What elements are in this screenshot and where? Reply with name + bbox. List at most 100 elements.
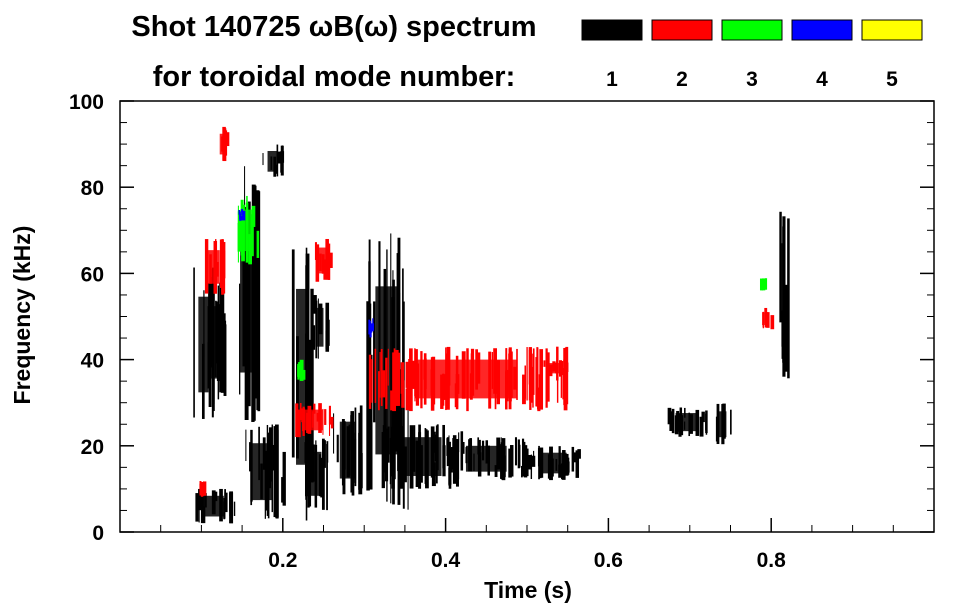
spectrum-streak <box>524 365 527 399</box>
spectrum-streak <box>281 145 284 173</box>
spectrum-region-n2 <box>368 346 569 412</box>
spectrum-streak <box>560 363 562 398</box>
y-axis-label: Frequency (kHz) <box>9 226 35 405</box>
spectrum-streak <box>386 387 388 405</box>
spectrum-streak <box>359 405 363 488</box>
spectrum-streak <box>716 403 720 445</box>
spectrum-core <box>267 150 278 172</box>
legend-label-3: 3 <box>746 68 758 91</box>
spectrum-region-n1 <box>715 403 732 445</box>
spectrum-streak <box>370 323 375 331</box>
spectrum-streak <box>787 218 790 379</box>
legend-swatch-1 <box>581 19 643 41</box>
x-axis-label: Time (s) <box>484 577 572 603</box>
spectrum-core <box>199 483 204 495</box>
spectrum-streak <box>329 252 333 268</box>
spectrum-streak <box>566 461 570 473</box>
spectrum-streak <box>526 347 528 401</box>
plot-data <box>193 126 790 524</box>
spectrum-streak <box>322 408 324 435</box>
spectrum-streak <box>314 242 317 260</box>
spectrum-streak <box>311 325 316 350</box>
legend-label-5: 5 <box>886 68 898 91</box>
spectrum-streak <box>330 416 334 429</box>
spectrum-streak <box>222 242 226 279</box>
spectrum-streak <box>251 205 256 227</box>
spectrum-streak <box>324 409 327 425</box>
spectrum-core <box>781 243 786 347</box>
spectrum-streak <box>328 412 331 436</box>
spectrum-streak <box>299 403 302 421</box>
spectrum-core <box>400 437 442 476</box>
spectrum-streak <box>556 347 559 403</box>
spectrum-streak <box>442 424 445 469</box>
spectrum-streak <box>522 441 526 477</box>
spectrum-streak <box>301 408 306 423</box>
spectrum-region-n1 <box>446 437 528 481</box>
spectrum-region-n1 <box>304 438 329 511</box>
spectrum-streak <box>193 267 195 418</box>
spectrum-core <box>549 363 562 374</box>
spectrum-streak <box>229 492 233 516</box>
spectrum-streak <box>203 290 205 358</box>
spectrum-streak <box>684 407 686 418</box>
spectrum-streak <box>571 446 575 472</box>
spectrum-region-n2 <box>762 307 775 330</box>
spectrum-region-n1 <box>262 144 285 177</box>
spectrum-streak <box>225 132 230 147</box>
spectrum-streak <box>204 481 207 496</box>
spectrum-streak <box>573 452 576 463</box>
spectrum-region-n1 <box>667 407 708 437</box>
x-tick-label: 0.2 <box>268 549 297 572</box>
spectrum-region-n1 <box>333 405 363 496</box>
spectrum-streak <box>371 359 373 403</box>
spectrum-streak <box>224 492 228 513</box>
spectrum-streak <box>373 301 376 423</box>
spectrum-streak <box>384 428 389 482</box>
spectrum-streak <box>219 239 223 288</box>
spectrum-streak <box>387 348 389 386</box>
spectrum-streak <box>239 283 241 395</box>
spectrum-streak <box>522 374 526 405</box>
spectrum-streak <box>237 222 242 252</box>
spectrum-streak <box>390 390 394 411</box>
spectrum-region-n2 <box>199 481 207 497</box>
spectrum-streak <box>385 357 388 409</box>
spectrum-core <box>675 413 696 432</box>
y-tick-label: 0 <box>92 522 104 545</box>
spectrum-streak <box>397 357 399 395</box>
spectrum-streak <box>221 270 224 292</box>
y-tick-label: 80 <box>81 177 104 200</box>
spectrum-streak <box>452 438 455 453</box>
spectrum-streak <box>300 359 303 381</box>
spectrum-streak <box>517 439 520 469</box>
spectrum-streak <box>379 351 381 398</box>
spectrum-core <box>219 133 224 155</box>
spectrum-streak <box>241 210 244 215</box>
spectrum-streak <box>273 426 276 518</box>
spectrum-streak <box>543 360 546 367</box>
spectrum-region-n1 <box>203 282 227 400</box>
spectrum-streak <box>223 501 226 519</box>
spectrum-streak <box>220 283 225 393</box>
spectrum-streak <box>563 362 565 377</box>
spectrum-streak <box>262 153 264 166</box>
spectrum-streak <box>201 488 206 496</box>
spectrum-streak <box>519 444 521 468</box>
spectrum-streak <box>368 354 373 490</box>
legend-label-1: 1 <box>606 68 618 91</box>
spectrum-streak <box>546 352 550 402</box>
spectrum-streak <box>565 362 569 372</box>
spectrum-core <box>316 247 327 274</box>
spectrum-streak <box>378 371 380 411</box>
spectrum-region-n3 <box>297 359 306 381</box>
spectrum-streak <box>381 431 385 489</box>
spectrum-streak <box>451 446 454 470</box>
spectrum-core <box>239 211 242 220</box>
spectrum-streak <box>528 455 533 470</box>
spectrum-streak <box>764 278 768 290</box>
spectrum-region-n2 <box>543 359 569 377</box>
legend-swatch-2 <box>651 19 713 41</box>
spectrum-streak <box>784 284 789 372</box>
spectrum-streak <box>201 506 206 524</box>
